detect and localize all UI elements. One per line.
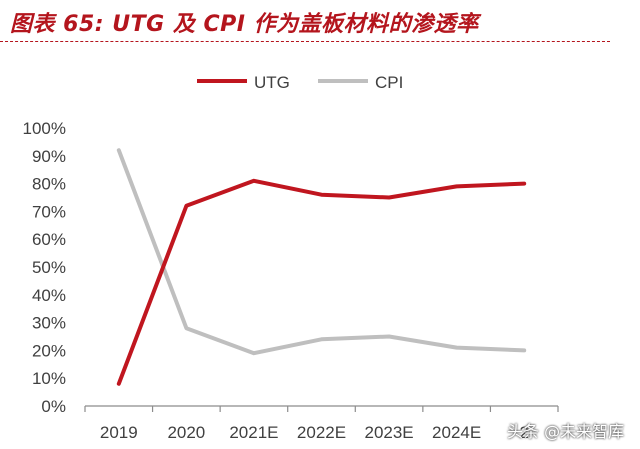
x-tick-label: 2023E [364,423,413,442]
y-tick-label: 0% [41,397,66,416]
watermark: 头条 @未来智库 [507,422,625,441]
x-tick-label: 2021E [229,423,278,442]
x-tick-label: 2022E [297,423,346,442]
y-tick-label: 100% [23,119,66,138]
title-divider [0,41,610,42]
y-tick-label: 10% [32,369,66,388]
x-axis: 2019 2020 2021E 2022E 2023E 2024E 2 [84,405,559,442]
series-line-cpi [116,148,527,356]
series-line-utg [116,178,527,386]
y-tick-label: 30% [32,314,66,333]
legend-label-cpi: CPI [375,73,403,92]
x-tick-label: 2024E [432,423,481,442]
y-tick-label: 80% [32,175,66,194]
series-lines [116,148,527,386]
legend-label-utg: UTG [254,73,290,92]
y-tick-label: 90% [32,147,66,166]
y-tick-label: 40% [32,286,66,305]
x-tick-label: 2019 [100,423,138,442]
y-tick-label: 50% [32,258,66,277]
y-tick-label: 60% [32,230,66,249]
x-tick-label: 2020 [167,423,205,442]
y-tick-label: 20% [32,341,66,360]
y-axis-ticks: 0% 10% 20% 30% 40% 50% 60% 70% 80% 90% 100% [23,119,66,416]
figure-title: 图表 65: UTG 及 CPI 作为盖板材料的渗透率 [10,12,479,37]
y-tick-label: 70% [32,202,66,221]
legend: UTG CPI [197,73,403,92]
x-tick-label: 2 [519,423,528,442]
